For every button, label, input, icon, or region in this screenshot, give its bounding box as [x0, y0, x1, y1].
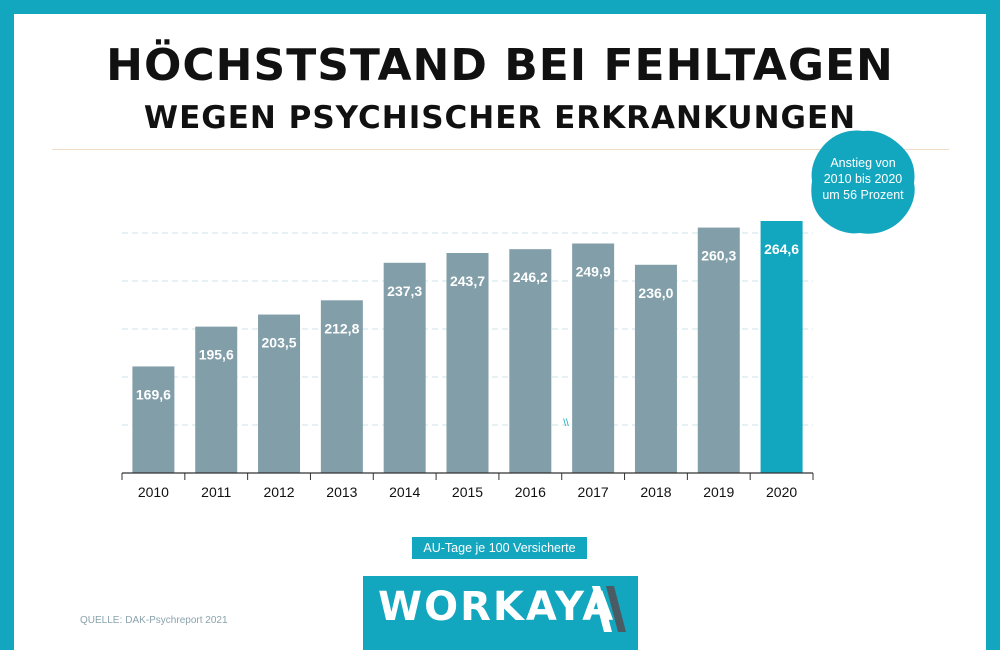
badge-line-1: Anstieg von [830, 156, 896, 170]
x-tick-label: 2011 [201, 484, 231, 500]
bar-2017 [572, 243, 615, 473]
x-tick-label: 2020 [766, 484, 797, 500]
bar-value-label: 249,9 [576, 264, 611, 280]
title-divider [52, 149, 949, 150]
chart-title: HÖCHSTSTAND BEI FEHLTAGEN [106, 40, 894, 91]
x-tick-label: 2016 [515, 484, 546, 500]
bar-value-label: 264,6 [764, 241, 799, 257]
bar-value-label: 246,2 [513, 269, 548, 285]
bar-2018 [634, 264, 677, 473]
x-tick-label: 2018 [640, 484, 671, 500]
bar-value-label: 169,6 [136, 386, 171, 402]
badge-line-2: 2010 bis 2020 [823, 172, 903, 186]
bar-value-label: 236,0 [638, 285, 673, 301]
bar-2019 [697, 227, 740, 473]
bar-value-label: 212,8 [324, 320, 359, 336]
bar-2016 [509, 249, 552, 473]
bar-2015 [446, 252, 489, 473]
x-tick-label: 2013 [326, 484, 357, 500]
bar-value-label: 195,6 [199, 347, 234, 363]
bar-value-label: 203,5 [262, 335, 297, 351]
x-tick-label: 2015 [452, 484, 483, 500]
bar-value-label: 243,7 [450, 273, 485, 289]
x-tick-label: 2014 [389, 484, 420, 500]
slashes-icon [592, 586, 626, 632]
axis-break-mark: \\ [563, 418, 569, 429]
unit-label: AU-Tage je 100 Versicherte [412, 537, 587, 559]
chart-subtitle: WEGEN PSYCHISCHER ERKRANKUNGEN [143, 100, 857, 136]
source-label: QUELLE: [80, 615, 123, 626]
bar-2020 [760, 221, 803, 473]
bar-2010 [132, 366, 175, 473]
source-note: QUELLE: DAK-Psychreport 2021 [80, 615, 228, 626]
bar-2013 [320, 300, 363, 473]
x-tick-label: 2012 [263, 484, 294, 500]
bar-value-label: 260,3 [701, 248, 736, 264]
badge-blob-icon [811, 130, 915, 234]
bar-2011 [195, 326, 238, 473]
increase-badge: Anstieg von 2010 bis 2020 um 56 Prozent [808, 155, 918, 203]
bar-2012 [258, 314, 301, 473]
x-tick-label: 2019 [703, 484, 734, 500]
bar-2014 [383, 262, 426, 473]
x-tick-label: 2017 [578, 484, 609, 500]
badge-line-3: um 56 Prozent [822, 188, 904, 202]
bar-value-label: 237,3 [387, 283, 422, 299]
source-name: DAK-Psychreport 2021 [125, 615, 228, 626]
x-tick-label: 2010 [138, 484, 169, 500]
logo [363, 576, 638, 650]
logo-text: WORKAYA [378, 584, 616, 630]
